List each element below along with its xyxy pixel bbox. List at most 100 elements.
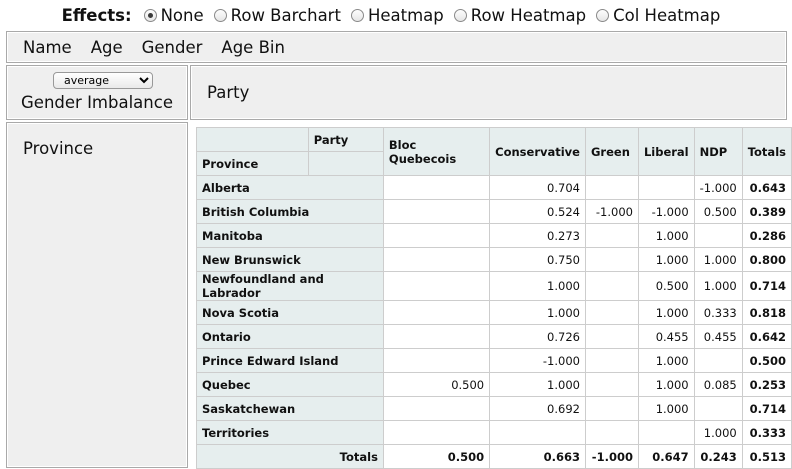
row-attr-header-spacer — [307, 151, 384, 176]
row-header: Quebec — [196, 372, 384, 397]
table-cell: 0.455 — [693, 324, 743, 349]
row-attr-header: Province — [196, 151, 309, 176]
effect-option-label: Row Heatmap — [470, 5, 587, 25]
row-header: Alberta — [196, 175, 384, 200]
row-total-cell: 0.286 — [741, 223, 792, 248]
table-cell: 0.750 — [489, 247, 586, 272]
attribute-age[interactable]: Age — [90, 37, 123, 57]
row-header: Newfoundland and Labrador — [196, 271, 384, 301]
table-cell: -1.000 — [584, 199, 639, 224]
table-cell: 1.000 — [489, 300, 586, 325]
table-cell — [382, 175, 491, 200]
table-row: Newfoundland and Labrador 1.000 0.500 1.000… — [196, 271, 792, 301]
table-cell: 1.000 — [637, 348, 695, 373]
aggregator-attribute[interactable]: Gender Imbalance — [21, 93, 173, 112]
row-header: Saskatchewan — [196, 396, 384, 421]
table-cell: -1.000 — [693, 175, 743, 200]
table-cell: 0.500 — [637, 271, 695, 301]
attribute-age-bin[interactable]: Age Bin — [221, 37, 285, 57]
table-cell — [489, 420, 586, 445]
attribute-gender[interactable]: Gender — [141, 37, 203, 57]
table-cell: 1.000 — [693, 271, 743, 301]
effects-label: Effects: — [61, 5, 132, 25]
radio-icon[interactable] — [350, 8, 364, 22]
table-cell — [637, 420, 695, 445]
row-total-cell: 0.714 — [741, 396, 792, 421]
table-cell: 0.333 — [693, 300, 743, 325]
effect-option-none[interactable]: None — [143, 6, 204, 25]
table-cell — [584, 420, 639, 445]
row-total-cell: 0.389 — [741, 199, 792, 224]
effect-option-heatmap[interactable]: Heatmap — [350, 6, 444, 25]
table-cell — [382, 396, 491, 421]
col-header: Conservative — [489, 127, 586, 176]
table-cell: 1.000 — [637, 300, 695, 325]
totals-row: Totals 0.500 0.663 -1.000 0.647 0.243 0.513 — [196, 444, 792, 469]
table-row: Saskatchewan 0.692 1.000 0.714 — [196, 396, 792, 421]
column-total-cell: 0.243 — [693, 444, 743, 469]
table-cell — [382, 420, 491, 445]
effect-option-col-heatmap[interactable]: Col Heatmap — [596, 6, 720, 25]
table-cell: -1.000 — [489, 348, 586, 373]
table-cell: 1.000 — [637, 247, 695, 272]
effect-option-label: Row Barchart — [230, 5, 341, 25]
table-cell: 1.000 — [693, 420, 743, 445]
row-total-cell: 0.800 — [741, 247, 792, 272]
table-cell — [382, 300, 491, 325]
table-cell: 0.085 — [693, 372, 743, 397]
attribute-name[interactable]: Name — [23, 37, 72, 57]
table-cell — [584, 324, 639, 349]
effects-bar: Effects: None Row Barchart Heatmap Row H… — [0, 0, 792, 30]
table-row: Quebec 0.500 1.000 1.000 0.085 0.253 — [196, 372, 792, 397]
table-cell — [584, 348, 639, 373]
table-row: Territories 1.000 0.333 — [196, 420, 792, 445]
table-cell — [637, 175, 695, 200]
col-attr-header: Party — [307, 127, 384, 152]
table-cell: 0.524 — [489, 199, 586, 224]
table-cell: 1.000 — [489, 271, 586, 301]
table-cell — [693, 396, 743, 421]
corner-cell — [196, 127, 309, 152]
table-cell: 0.704 — [489, 175, 586, 200]
radio-icon[interactable] — [453, 8, 467, 22]
table-cell — [382, 348, 491, 373]
table-cell: 0.726 — [489, 324, 586, 349]
col-header: NDP — [693, 127, 743, 176]
column-total-cell: -1.000 — [584, 444, 639, 469]
row-total-cell: 0.253 — [741, 372, 792, 397]
radio-selected-icon[interactable] — [143, 8, 157, 22]
table-row: Prince Edward Island -1.000 1.000 0.500 — [196, 348, 792, 373]
pivot-table: Party Bloc Quebecois Conservative Green … — [196, 127, 792, 469]
row-total-cell: 0.500 — [741, 348, 792, 373]
effect-option-row-barchart[interactable]: Row Barchart — [213, 5, 341, 25]
table-cell — [584, 396, 639, 421]
table-cell: 0.455 — [637, 324, 695, 349]
table-cell — [382, 247, 491, 272]
table-cell — [584, 300, 639, 325]
table-cell: -1.000 — [637, 199, 695, 224]
totals-label: Totals — [196, 444, 384, 469]
radio-icon[interactable] — [596, 8, 610, 22]
row-total-cell: 0.643 — [741, 175, 792, 200]
table-row: New Brunswick 0.750 1.000 1.000 0.800 — [196, 247, 792, 272]
col-header: Liberal — [637, 127, 695, 176]
table-row: Manitoba 0.273 1.000 0.286 — [196, 223, 792, 248]
row-total-cell: 0.818 — [741, 300, 792, 325]
table-cell — [382, 324, 491, 349]
table-cell: 1.000 — [693, 247, 743, 272]
row-total-cell: 0.714 — [741, 271, 792, 301]
row-attribute-province[interactable]: Province — [23, 139, 94, 158]
effect-option-row-heatmap[interactable]: Row Heatmap — [453, 5, 587, 25]
row-header: Nova Scotia — [196, 300, 384, 325]
col-header: Totals — [741, 127, 792, 176]
row-header: New Brunswick — [196, 247, 384, 272]
table-row: Nova Scotia 1.000 1.000 0.333 0.818 — [196, 300, 792, 325]
column-total-cell: 0.663 — [489, 444, 586, 469]
aggregator-select[interactable]: average — [53, 72, 153, 89]
table-cell — [382, 223, 491, 248]
table-cell: 0.692 — [489, 396, 586, 421]
table-cell — [693, 223, 743, 248]
radio-icon[interactable] — [213, 8, 227, 22]
unused-attributes-panel: Name Age Gender Age Bin — [6, 31, 787, 63]
column-attribute-party[interactable]: Party — [207, 83, 250, 102]
